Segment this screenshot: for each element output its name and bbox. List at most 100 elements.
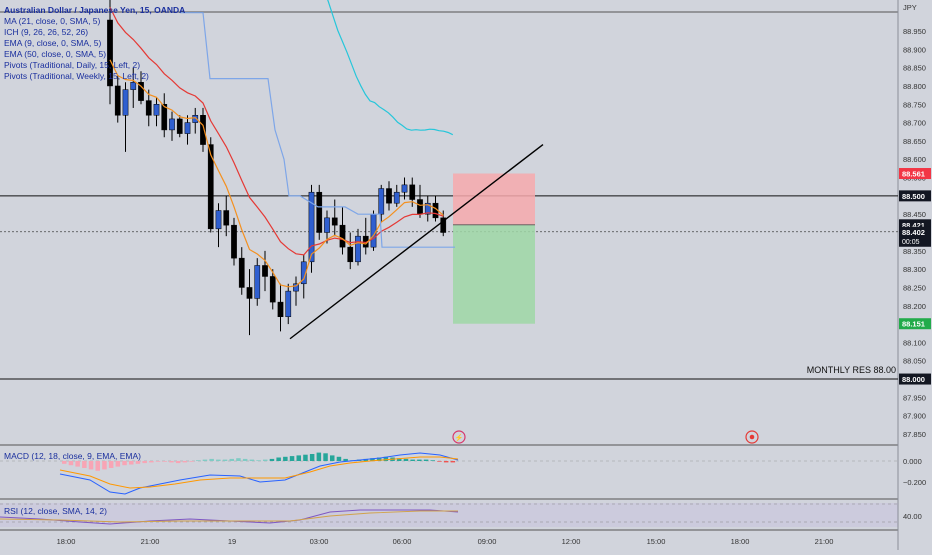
indicator-pivots-weekly[interactable]: Pivots (Traditional, Weekly, 15, Left, 2… [4,71,149,81]
candle-body [370,213,377,248]
ask-price-tag-text: 88.421 [902,221,925,230]
indicator-ema50[interactable]: EMA (50, close, 0, SMA, 5) [4,49,107,59]
target-price-tag: 88.151 [899,318,931,330]
macd-bar [417,459,422,461]
macd-bar [175,461,181,464]
macd-bar [443,461,449,463]
candle-body [176,118,183,134]
macd-bar [269,458,275,461]
stop-price-tag-bg [899,168,931,180]
candle-body [324,217,330,233]
stop-loss-zone [453,173,535,225]
candle-body [254,265,261,299]
target-price-tag-bg [899,318,931,330]
rsi-band [0,503,898,527]
candle-body [138,82,144,101]
price-tick: 88.700 [903,119,926,128]
price-tick: 88.900 [903,45,926,54]
level-low-tag-text: 88.000 [902,375,925,384]
candle-body [262,265,268,277]
macd-bar [222,459,228,461]
time-tick: 19 [228,537,236,546]
candle-body [114,85,121,116]
price-tick: 88.650 [903,137,926,146]
level-low-tag-bg [899,373,931,385]
last-price-tag: 88.402 00:05 [899,226,931,247]
rsi-label[interactable]: RSI (12, close, SMA, 14, 2) [4,506,107,516]
macd-bar [82,461,87,468]
price-tick: 88.950 [903,27,926,36]
candle-body [347,246,354,263]
macd-bar [62,461,67,464]
price-tick: 88.200 [903,302,926,311]
candle-body [192,115,199,123]
price-tick: 88.300 [903,265,926,274]
candle-body [393,191,400,204]
candle-body [386,188,392,204]
indicator-legend: Australian Dollar / Japanese Yen, 15, OA… [4,5,185,82]
macd-bar [209,458,214,461]
macd-bar [142,461,147,464]
macd-bar [283,456,288,461]
countdown-text: 00:05 [902,239,920,246]
candle-body [269,276,276,303]
macd-bar [115,461,121,467]
macd-bar [256,460,261,461]
macd-bar [169,461,174,463]
macd-bar [196,460,201,461]
level-high-tag: 88.500 [899,190,931,202]
candle-body [169,118,175,131]
price-tick: 88.350 [903,247,926,256]
macd-bar [189,461,194,462]
candle-body [107,19,113,87]
macd-tick: 0.000 [903,457,922,466]
macd-bar [289,456,295,461]
macd-bar [129,461,134,465]
macd-bar [370,458,375,461]
candle-body [316,191,323,233]
macd-bar [162,461,167,462]
price-tick: 88.750 [903,100,926,109]
macd-bar [330,455,335,461]
candle-body [285,290,292,318]
macd-bar [229,458,234,461]
indicator-pivots-daily[interactable]: Pivots (Traditional, Daily, 15, Left, 2) [4,60,141,70]
price-tick: 88.250 [903,283,926,292]
macd-bar [88,461,94,470]
time-tick: 09:00 [478,537,497,546]
candle-body [223,210,230,226]
rsi-tick: 40.00 [903,512,922,521]
macd-bar [423,459,429,461]
macd-bar [316,452,322,461]
symbol-title[interactable]: Australian Dollar / Japanese Yen, 15, OA… [4,5,186,15]
candle-body [331,217,338,226]
candle-body [231,224,237,259]
level-low-tag: 88.000 [899,373,931,385]
indicator-ma[interactable]: MA (21, close, 0, SMA, 5) [4,16,101,26]
currency-label: JPY [903,3,917,12]
time-axis: 18:00 21:00 19 03:00 06:00 09:00 12:00 15:00 18:… [57,537,834,546]
indicator-ichimoku[interactable]: ICH (9, 26, 26, 52, 26) [4,27,89,37]
take-profit-zone [453,224,535,324]
macd-bar [437,461,442,462]
candle-body [339,224,346,248]
price-tick: 87.850 [903,430,926,439]
candle-body [424,202,431,215]
macd-bar [263,459,268,461]
macd-tick: −0.200 [903,478,926,487]
level-high-tag-text: 88.500 [902,192,925,201]
candle-body [246,287,253,299]
ask-price-tag: 88.421 [899,219,931,231]
ma21-line [109,7,444,256]
candle-body [409,184,416,200]
price-tick: 88.450 [903,210,926,219]
macd-bar [242,458,248,461]
candle-body [401,184,408,193]
macd-label[interactable]: MACD (12, 18, close, 9, EMA, EMA) [4,451,141,461]
macd-bar [430,460,435,461]
time-tick: 12:00 [562,537,581,546]
candle-body [417,199,423,215]
economic-event-circle [745,430,759,444]
indicator-ema9[interactable]: EMA (9, close, 0, SMA, 5) [4,38,102,48]
